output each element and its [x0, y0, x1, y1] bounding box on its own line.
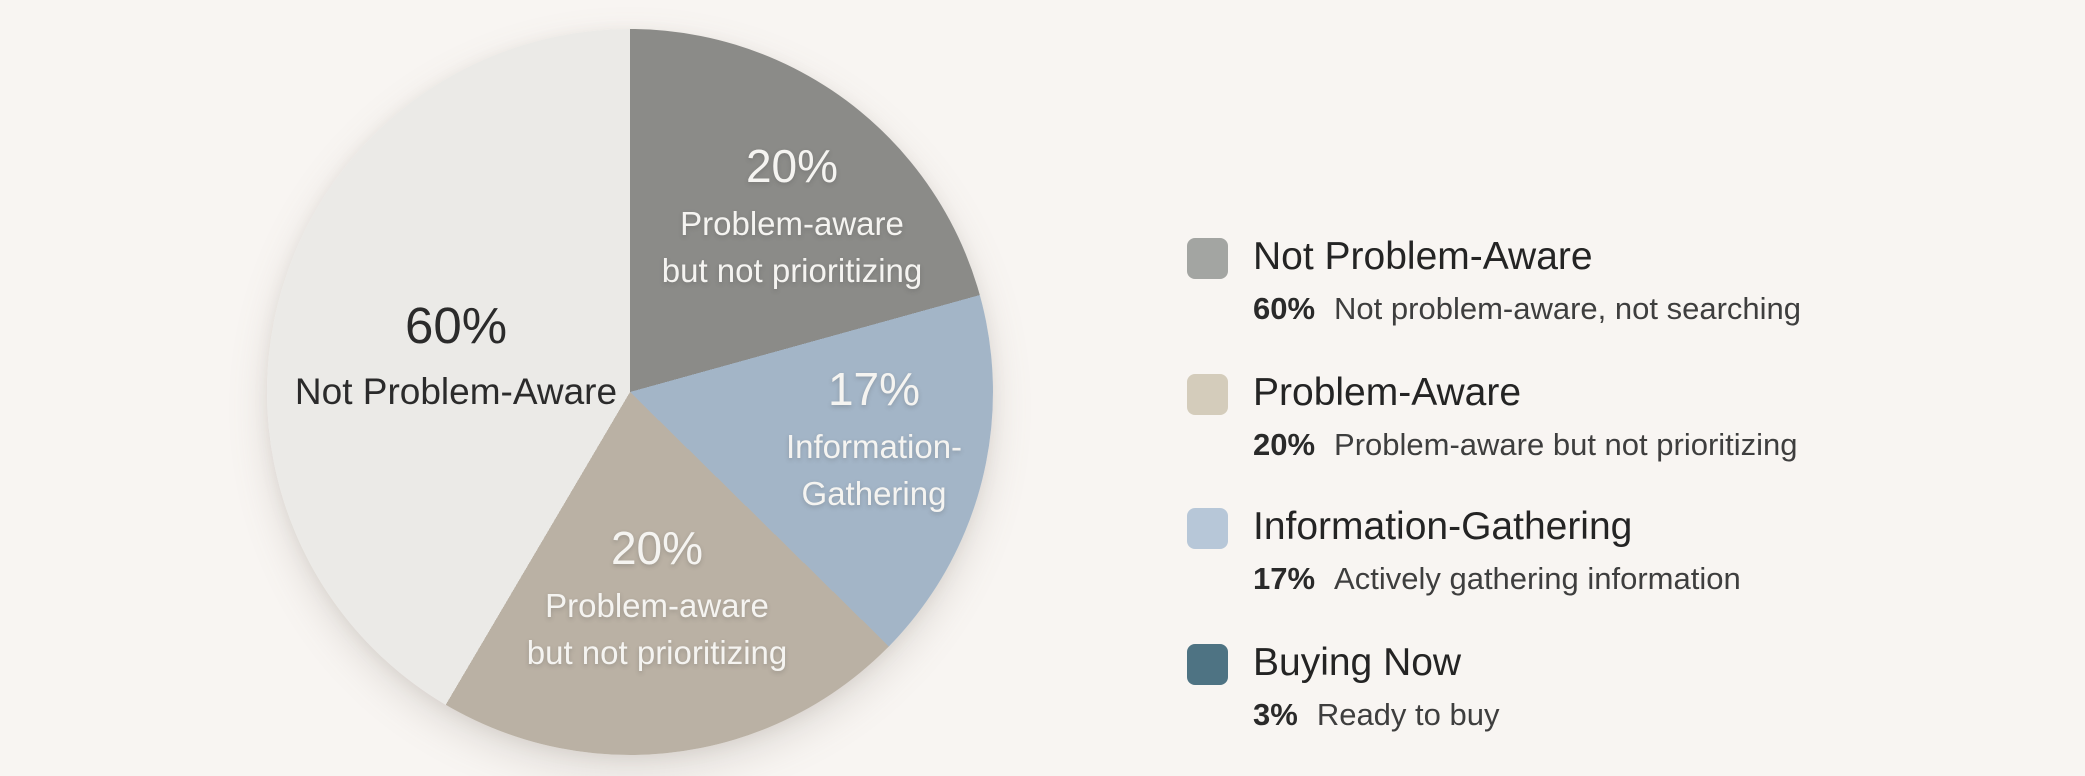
pie-slice-label-not-problem-aware: 60% Not Problem-Aware — [295, 300, 617, 410]
legend-swatch-problem-aware — [1187, 374, 1228, 415]
legend-description: Ready to buy — [1316, 696, 1500, 732]
slice-caption-line: Information- — [785, 428, 963, 465]
legend-title: Problem-Aware — [1253, 371, 1522, 414]
legend-row-information-gathering: Information-Gathering 17% Actively gathe… — [1187, 503, 1741, 597]
slice-caption-line: Problem-aware — [680, 205, 904, 242]
slice-caption-line: but not prioritizing — [526, 634, 788, 671]
pie-slice-label-information-gathering: 17% Information- Gathering — [786, 366, 962, 510]
legend-description: Problem-aware but not prioritizing — [1334, 426, 1798, 462]
legend-description: Not problem-aware, not searching — [1334, 290, 1801, 326]
legend-title: Not Problem-Aware — [1253, 235, 1593, 278]
slice-percent: 20% — [610, 522, 704, 574]
legend-swatch-not-problem-aware — [1187, 238, 1228, 279]
legend-row-not-problem-aware: Not Problem-Aware 60% Not problem-aware,… — [1187, 233, 1801, 327]
slice-caption-line: Problem-aware — [545, 587, 769, 624]
legend-percent: 3% — [1253, 696, 1298, 732]
slice-caption-line: but not prioritizing — [661, 252, 923, 289]
legend-title: Buying Now — [1253, 641, 1462, 684]
legend-title: Information-Gathering — [1253, 505, 1633, 548]
legend-percent: 60% — [1253, 290, 1316, 326]
legend-percent: 20% — [1253, 426, 1316, 462]
slice-percent: 17% — [827, 363, 921, 415]
legend-percent: 17% — [1253, 560, 1316, 596]
legend-row-problem-aware: Problem-Aware 20% Problem-aware but not … — [1187, 369, 1798, 463]
pie-chart — [267, 29, 993, 755]
slice-caption-line: Gathering — [801, 475, 947, 512]
legend-swatch-buying-now — [1187, 644, 1228, 685]
pie-slice-label-problem-aware-top: 20% Problem-aware but not prioritizing — [662, 143, 922, 287]
slice-percent: 20% — [745, 140, 839, 192]
slice-percent: 60% — [404, 297, 508, 354]
legend-description: Actively gathering information — [1334, 560, 1741, 596]
slice-caption-line: Not Problem-Aware — [294, 371, 618, 412]
legend-swatch-information-gathering — [1187, 508, 1228, 549]
pie-slice-label-problem-aware-bottom: 20% Problem-aware but not prioritizing — [527, 525, 787, 669]
legend-row-buying-now: Buying Now 3% Ready to buy — [1187, 639, 1499, 733]
